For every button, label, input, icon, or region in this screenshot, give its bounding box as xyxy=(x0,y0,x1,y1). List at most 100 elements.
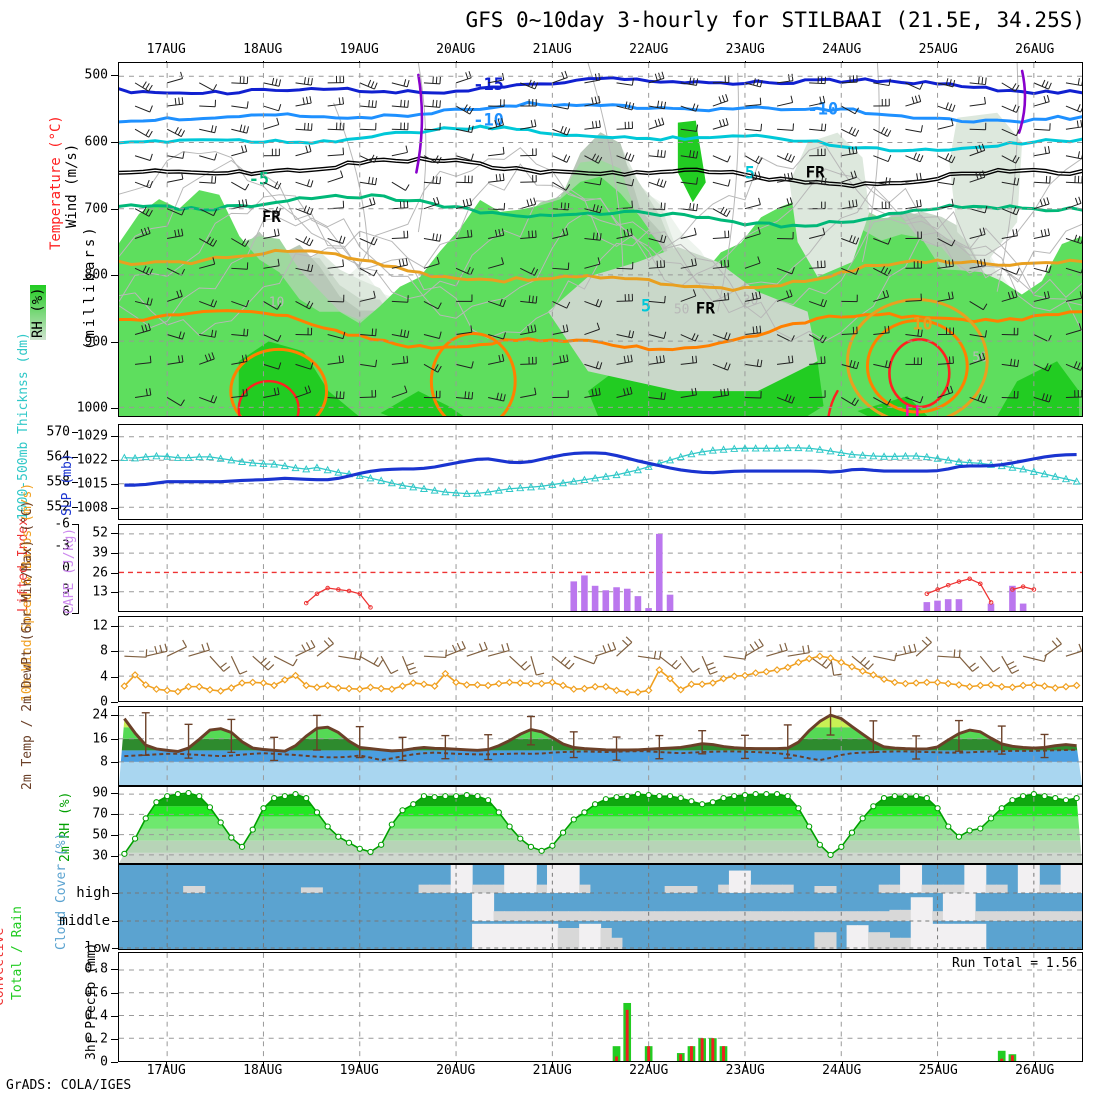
cloud-cover-panel xyxy=(118,864,1083,950)
cape-tick-52: 52 xyxy=(92,525,108,541)
pressure-tick-800: 800 xyxy=(84,267,108,283)
precip-tick-0.8: 0.8 xyxy=(84,961,108,977)
rh2m-panel xyxy=(118,786,1083,864)
date-label: 21AUG xyxy=(532,42,572,57)
date-tick-bottom xyxy=(455,1062,457,1068)
precip-tick-0.4: 0.4 xyxy=(84,1008,108,1024)
date-tick-bottom xyxy=(166,1062,168,1068)
date-label-bottom: 22AUG xyxy=(629,1063,669,1078)
svg-text:5: 5 xyxy=(641,296,651,316)
caption-precip: 3hr Precip (mm) xyxy=(84,942,99,1060)
date-tick-bottom xyxy=(938,1062,940,1068)
cape-tick-13: 13 xyxy=(92,584,108,600)
wind-tick-8: 8 xyxy=(100,643,108,659)
precip-tick-0.2: 0.2 xyxy=(84,1031,108,1047)
tick-mark xyxy=(111,75,118,77)
tick-mark xyxy=(111,484,118,485)
cape-tick-26: 26 xyxy=(92,565,108,581)
date-tick-bottom xyxy=(648,1062,650,1068)
date-label-bottom: 21AUG xyxy=(532,1063,572,1078)
li-tick--6: -6 xyxy=(54,516,70,532)
tick-mark xyxy=(111,592,118,594)
tick-mark xyxy=(111,762,118,764)
date-label-bottom: 19AUG xyxy=(339,1063,379,1078)
cloud-row-high: high xyxy=(76,884,110,901)
li-tick-0: 0 xyxy=(62,560,70,576)
tick-mark xyxy=(111,275,118,277)
cape-tick-39: 39 xyxy=(92,545,108,561)
slp-thickness-plot xyxy=(119,425,1082,519)
tick-mark xyxy=(111,855,118,857)
wind10m-panel xyxy=(118,616,1083,702)
precip-panel xyxy=(118,952,1083,1062)
date-label-bottom: 24AUG xyxy=(822,1063,862,1078)
tick-mark xyxy=(111,572,118,574)
slp-tick-1015: 1015 xyxy=(76,476,108,492)
tick-mark xyxy=(111,533,118,535)
tick-mark xyxy=(111,702,118,703)
date-tick-bottom xyxy=(359,1062,361,1068)
rh-tick-30: 30 xyxy=(92,848,108,864)
precip-plot xyxy=(119,953,1082,1061)
temp2m-panel xyxy=(118,706,1083,786)
svg-text:FR: FR xyxy=(806,162,826,181)
tick-mark xyxy=(111,552,118,554)
tick-mark xyxy=(111,834,118,836)
svg-text:-15: -15 xyxy=(473,74,504,94)
date-label: 17AUG xyxy=(146,42,186,57)
svg-text:30: 30 xyxy=(743,294,759,309)
precip-tick-0: 0 xyxy=(100,1054,108,1070)
rh-tick-70: 70 xyxy=(92,806,108,822)
precip-tick-0.6: 0.6 xyxy=(84,985,108,1001)
date-tick-bottom xyxy=(1034,1062,1036,1068)
tick-mark xyxy=(111,793,118,795)
cloud-row-middle: middle xyxy=(59,913,110,930)
cloud-row-low: low xyxy=(84,940,110,956)
li-tick-6: 6 xyxy=(62,604,70,620)
caption-cloud-cover: Cloud Cover (%) xyxy=(54,832,69,950)
page-title: GFS 0~10day 3-hourly for STILBAAI (21.5E… xyxy=(465,8,1085,32)
tick-mark xyxy=(72,432,78,434)
date-label-bottom: 23AUG xyxy=(725,1063,765,1078)
tick-mark xyxy=(111,408,118,410)
pressure-tick-600: 600 xyxy=(84,134,108,150)
wind-tick-4: 4 xyxy=(100,669,108,685)
date-label-bottom: 18AUG xyxy=(243,1063,283,1078)
wind10m-plot xyxy=(119,617,1082,701)
thickness-tick-552: 552 xyxy=(46,499,70,515)
date-label-bottom: 26AUG xyxy=(1015,1063,1055,1078)
temp-tick-24: 24 xyxy=(92,707,108,723)
slp-tick-1029: 1029 xyxy=(76,428,108,444)
tick-mark xyxy=(111,436,118,437)
tick-mark xyxy=(111,208,118,210)
date-label: 26AUG xyxy=(1015,42,1055,57)
wind-tick-12: 12 xyxy=(92,618,108,634)
tick-mark xyxy=(72,457,78,459)
svg-text:-5: -5 xyxy=(249,168,269,188)
tick-mark xyxy=(111,969,118,971)
tick-mark xyxy=(112,892,118,894)
date-tick-bottom xyxy=(745,1062,747,1068)
date-label-bottom: 17AUG xyxy=(146,1063,186,1078)
cape-li-panel xyxy=(118,524,1083,612)
tick-mark xyxy=(72,507,78,509)
rh-tick-90: 90 xyxy=(92,785,108,801)
caption-precip-total: Total / Rain xyxy=(10,906,25,1000)
tick-mark xyxy=(111,1015,118,1017)
svg-text:-10: -10 xyxy=(473,110,504,130)
svg-text:10: 10 xyxy=(912,314,932,334)
thickness-tick-558: 558 xyxy=(46,474,70,490)
date-tick-bottom xyxy=(841,1062,843,1068)
wind-tick-0: 0 xyxy=(100,694,108,710)
caption-upper-millibars: (millibars) xyxy=(82,224,98,350)
date-label: 25AUG xyxy=(918,42,958,57)
pressure-tick-700: 700 xyxy=(84,201,108,217)
slp-tick-1008: 1008 xyxy=(76,500,108,516)
slp-thickness-panel xyxy=(118,424,1083,520)
tick-mark xyxy=(111,714,118,716)
credit-footer: GrADS: COLA/IGES xyxy=(6,1078,132,1093)
tick-mark xyxy=(111,992,118,994)
cape-li-plot xyxy=(119,525,1082,611)
tick-mark xyxy=(111,814,118,816)
